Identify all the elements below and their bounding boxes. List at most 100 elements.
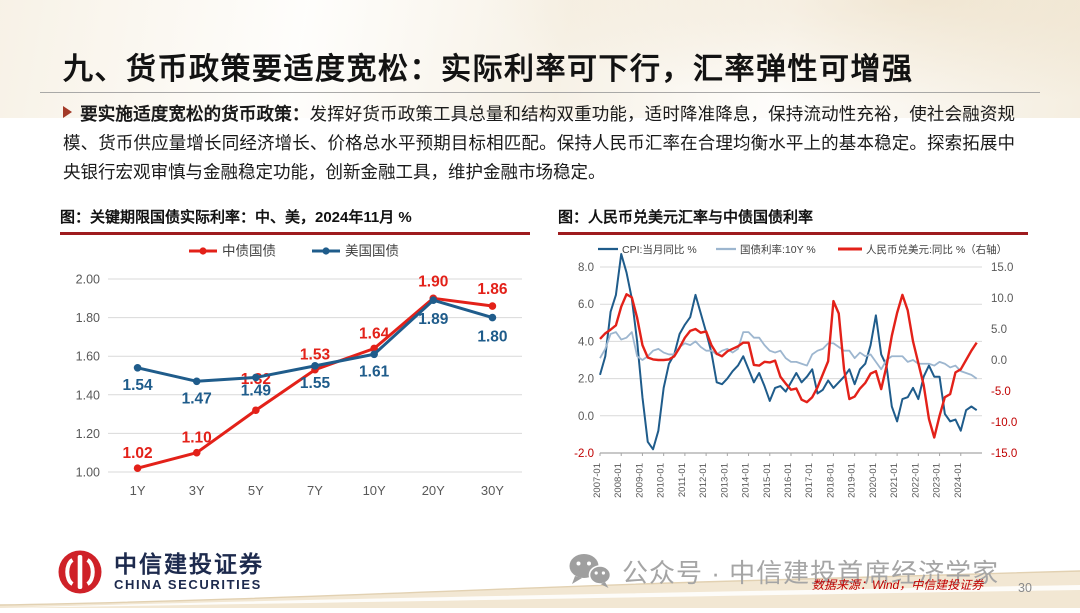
series-国债利率:10Y % (599, 331, 978, 380)
legend: 中债国债 美国国债 (189, 244, 399, 259)
svg-text:2008-01: 2008-01 (613, 463, 624, 498)
grid-lines (108, 278, 522, 473)
series-美国国债: 1.54 1.47 1.49 1.55 1.61 1.89 1.80 (122, 296, 508, 407)
svg-text:30Y: 30Y (481, 483, 504, 498)
svg-text:0.0: 0.0 (991, 355, 1007, 367)
svg-text:CPI:当月同比 %: CPI:当月同比 % (622, 243, 697, 256)
svg-text:1Y: 1Y (130, 483, 146, 498)
page-number: 30 (1018, 581, 1032, 595)
right-chart-caption: 图：人民币兑美元汇率与中债国债利率 (558, 209, 814, 226)
svg-text:2012-01: 2012-01 (698, 463, 709, 498)
svg-text:1.60: 1.60 (76, 350, 100, 364)
x-axis-labels: 1Y 3Y 5Y 7Y 10Y 20Y 30Y (130, 483, 505, 498)
svg-text:1.40: 1.40 (76, 388, 100, 402)
data-point (429, 296, 438, 305)
data-label: 1.10 (182, 430, 212, 447)
paragraph-body: 发挥好货币政策工具总量和结构双重功能，适时降准降息，保持流动性充裕，使社会融资规… (63, 104, 1016, 182)
data-label: 1.53 (300, 347, 331, 364)
svg-text:2007-01: 2007-01 (592, 463, 603, 498)
data-point (488, 313, 497, 322)
data-label: 1.89 (418, 311, 449, 328)
svg-text:2023-01: 2023-01 (932, 463, 943, 498)
svg-text:20Y: 20Y (422, 483, 445, 498)
svg-text:2016-01: 2016-01 (783, 463, 794, 498)
svg-text:8.0: 8.0 (578, 262, 594, 274)
svg-text:2020-01: 2020-01 (868, 463, 879, 498)
fx-cpi-yield-chart-svg: 8.0 6.0 4.0 2.0 0.0 -2.0 15.0 10.0 5.0 0.0 -5.0 -10… (574, 243, 1017, 498)
data-point (370, 344, 378, 353)
legend: CPI:当月同比 % 国债利率:10Y % 人民币兑美元:同比 %（右轴） (598, 243, 1007, 256)
data-label: 1.49 (241, 382, 272, 399)
svg-text:6.0: 6.0 (578, 299, 594, 311)
svg-text:3Y: 3Y (189, 483, 205, 498)
series-CPI:当月同比 % (599, 252, 978, 451)
wechat-icon (569, 554, 612, 588)
data-point (192, 377, 201, 386)
right-axis-labels: 15.0 10.0 5.0 0.0 -5.0 -10.0 -15.0 (991, 262, 1017, 460)
left-axis-labels: 8.0 6.0 4.0 2.0 0.0 -2.0 (574, 262, 594, 460)
svg-text:-10.0: -10.0 (991, 417, 1017, 429)
fx-cpi-yield-chart: 8.0 6.0 4.0 2.0 0.0 -2.0 15.0 10.0 5.0 0.0 -5.0 -10… (558, 237, 1028, 537)
left-chart-panel: 图：关键期限国债实际利率：中、美，2024年11月 % 2.00 1.80 1.60… (60, 206, 530, 537)
right-chart-panel: 图：人民币兑美元汇率与中债国债利率 8.0 6.0 4.0 2.0 0.0 -2.0 15.… (558, 206, 1028, 537)
company-name: 中信建投证券 CHINA SECURITIES (114, 550, 264, 593)
svg-text:2017-01: 2017-01 (804, 463, 815, 498)
bullet-arrow-icon (63, 106, 72, 118)
data-point (252, 373, 260, 382)
y-axis-labels: 2.00 1.80 1.60 1.40 1.20 1.00 (76, 273, 100, 480)
svg-text:2013-01: 2013-01 (719, 463, 730, 498)
bottom-wave-decoration (0, 556, 1080, 608)
svg-text:5.0: 5.0 (991, 324, 1007, 336)
data-point (311, 362, 319, 370)
svg-text:2019-01: 2019-01 (847, 463, 858, 498)
svg-text:1.20: 1.20 (76, 427, 100, 441)
company-name-en: CHINA SECURITIES (114, 576, 262, 592)
data-point (133, 464, 142, 472)
company-logo: 中信建投证券 CHINA SECURITIES (56, 548, 264, 596)
svg-text:-2.0: -2.0 (574, 448, 594, 460)
series-中债国债: 1.021.101.321.531.641.901.86 (122, 273, 508, 472)
svg-text:0.0: 0.0 (578, 411, 594, 423)
svg-text:1.00: 1.00 (76, 466, 100, 480)
data-label: 1.47 (182, 390, 212, 407)
data-point (252, 406, 260, 415)
svg-text:2.00: 2.00 (76, 273, 100, 287)
data-point (133, 363, 142, 372)
data-point (370, 350, 378, 359)
citic-emblem-icon (58, 550, 102, 594)
right-caption-rule (558, 232, 1028, 235)
series-人民币兑美元:同比 %（右轴） (599, 293, 978, 439)
left-chart-caption: 图：关键期限国债实际利率：中、美，2024年11月 % (60, 209, 412, 226)
page-title: 九、货币政策要适度宽松：实际利率可下行，汇率弹性可增强 (63, 53, 914, 86)
svg-text:4.0: 4.0 (578, 336, 594, 348)
svg-text:2009-01: 2009-01 (634, 463, 645, 498)
data-point (192, 448, 201, 457)
svg-text:2022-01: 2022-01 (910, 463, 921, 498)
svg-text:10Y: 10Y (363, 483, 386, 498)
company-name-cn: 中信建投证券 (114, 550, 264, 577)
svg-text:中债国债: 中债国债 (222, 244, 276, 259)
svg-text:2015-01: 2015-01 (762, 463, 773, 498)
bottom-wave-svg (0, 570, 1080, 608)
data-source-note: 数据来源：Wind，中信建投证券 (812, 578, 984, 592)
x-axis-labels: 2007-01 2008-01 2009-01 2010-01 2011-01 2012-… (592, 453, 964, 498)
data-label: 1.61 (359, 363, 390, 380)
svg-text:10.0: 10.0 (991, 293, 1013, 305)
data-point (488, 302, 497, 310)
wechat-account-text: 公众号 · 中信建投首席经济学家 (622, 557, 1000, 588)
policy-paragraph: 要实施适度宽松的货币政策：发挥好货币政策工具总量和结构双重功能，适时降准降息，保… (63, 100, 1015, 187)
real-rates-chart-svg: 2.00 1.80 1.60 1.40 1.20 1.00 1Y 3Y 5Y 7Y 10Y 20Y 30… (76, 244, 522, 498)
svg-text:国债利率:10Y %: 国债利率:10Y % (740, 243, 816, 256)
data-label: 1.02 (122, 445, 152, 462)
wechat-banner: 公众号 · 中信建投首席经济学家 (568, 552, 999, 590)
svg-text:2.0: 2.0 (578, 374, 594, 386)
svg-text:2024-01: 2024-01 (953, 463, 964, 498)
title-divider (40, 92, 1040, 93)
data-label: 1.86 (477, 281, 508, 298)
data-label: 1.90 (418, 273, 448, 290)
svg-text:5Y: 5Y (248, 483, 264, 498)
data-label: 1.80 (477, 329, 507, 346)
data-label: 1.55 (300, 375, 331, 392)
svg-text:2018-01: 2018-01 (825, 463, 836, 498)
svg-text:7Y: 7Y (307, 483, 323, 498)
